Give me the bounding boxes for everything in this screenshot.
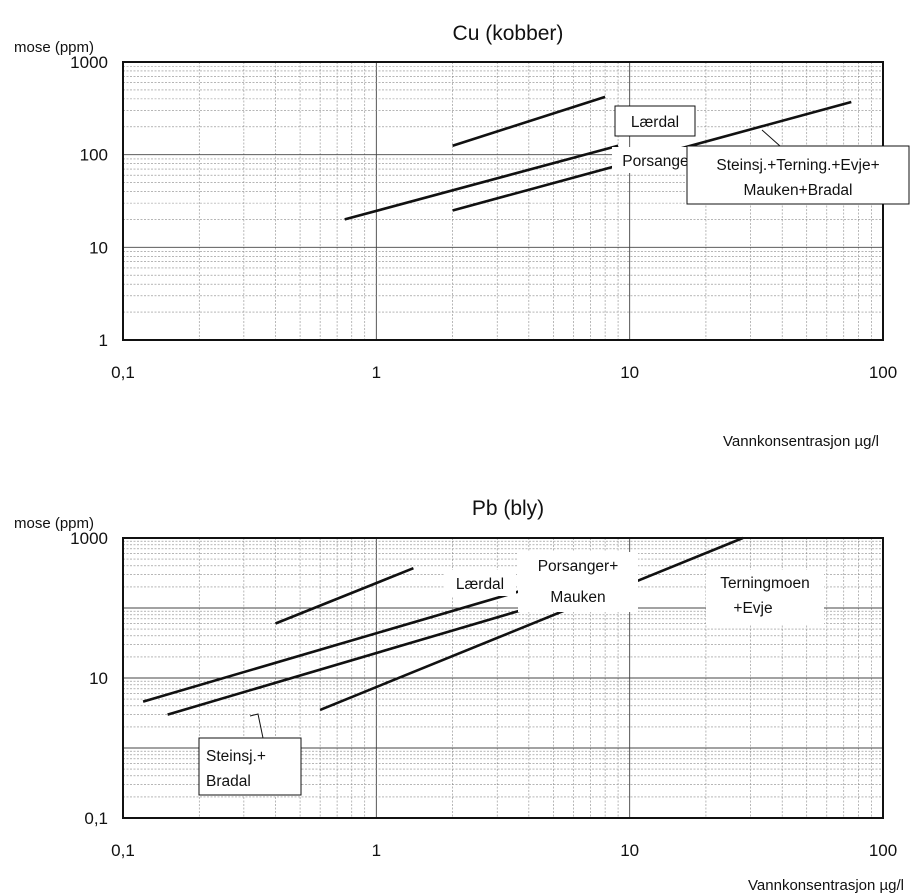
x-tick-label: 0,1 — [111, 841, 135, 860]
series-line — [319, 536, 744, 712]
y-tick-label: 0,1 — [84, 809, 108, 828]
plot-frame — [122, 537, 884, 819]
y-tick-label: 1000 — [70, 53, 108, 72]
y-tick-labels: 1 10 100 1000 — [70, 53, 108, 350]
chart-title: Pb (bly) — [472, 497, 544, 520]
annotation-text: +Evje — [733, 600, 772, 617]
annotation-porsanger-mauken: Porsanger+ Mauken — [518, 552, 638, 612]
series-lines — [142, 536, 744, 716]
x-tick-labels: 0,1 1 10 100 — [111, 841, 897, 860]
annotation-laerdal: Lærdal — [614, 105, 696, 137]
annotation-text: Lærdal — [456, 576, 504, 593]
x-axis-label: Vannkonsentrasjon µg/l — [748, 877, 904, 894]
y-axis-label: mose (ppm) — [14, 39, 94, 56]
x-tick-label: 1 — [372, 841, 381, 860]
annotation-text: Mauken+Bradal — [744, 182, 853, 199]
x-tick-labels: 0,1 1 10 100 — [111, 363, 897, 382]
annotation-text: Steinsj.+Terning.+Evje+ — [716, 157, 879, 174]
y-tick-label: 10 — [89, 238, 108, 257]
x-tick-label: 100 — [869, 841, 897, 860]
y-axis-label: mose (ppm) — [14, 515, 94, 532]
annotation-text: Lærdal — [631, 114, 679, 131]
chart-pb: Pb (bly) mose (ppm) Vannkonsentrasjon µg… — [14, 497, 904, 894]
series-line — [452, 95, 606, 147]
x-tick-label: 10 — [620, 841, 639, 860]
x-tick-label: 10 — [620, 363, 639, 382]
annotation-laerdal: Lærdal — [444, 570, 516, 596]
series-line — [344, 144, 619, 221]
y-tick-label: 1000 — [70, 529, 108, 548]
grid — [123, 538, 883, 818]
series-line — [167, 606, 530, 716]
x-tick-label: 1 — [372, 363, 381, 382]
y-tick-label: 1 — [99, 331, 108, 350]
x-tick-label: 100 — [869, 363, 897, 382]
annotation-leader — [249, 713, 264, 739]
annotation-text: Porsanger+ — [538, 558, 619, 575]
annotation-leader — [761, 129, 781, 147]
annotation-steinsj-bradal: Steinsj.+ Bradal — [198, 713, 302, 796]
series-line — [142, 587, 530, 703]
annotation-text: Bradal — [206, 773, 251, 790]
chart-title: Cu (kobber) — [453, 22, 564, 45]
annotation-text: Terningmoen — [720, 575, 810, 592]
series-line — [275, 566, 414, 625]
annotation-text: Steinsj.+ — [206, 748, 266, 765]
x-tick-label: 0,1 — [111, 363, 135, 382]
grid — [123, 62, 883, 340]
chart-cu: Cu (kobber) mose (ppm) Vannkonsentrasjon… — [14, 22, 910, 450]
annotation-text: Mauken — [550, 589, 605, 606]
x-axis-label: Vannkonsentrasjon µg/l — [723, 433, 879, 450]
y-tick-labels: 0,1 10 1000 — [70, 529, 108, 828]
annotation-text: Porsanger — [622, 153, 694, 170]
annotation-steinsj: Steinsj.+Terning.+Evje+ Mauken+Bradal — [686, 129, 910, 205]
annotation-terningmoen-evje: Terningmoen +Evje — [706, 570, 824, 624]
y-tick-label: 100 — [80, 146, 108, 165]
y-tick-label: 10 — [89, 669, 108, 688]
